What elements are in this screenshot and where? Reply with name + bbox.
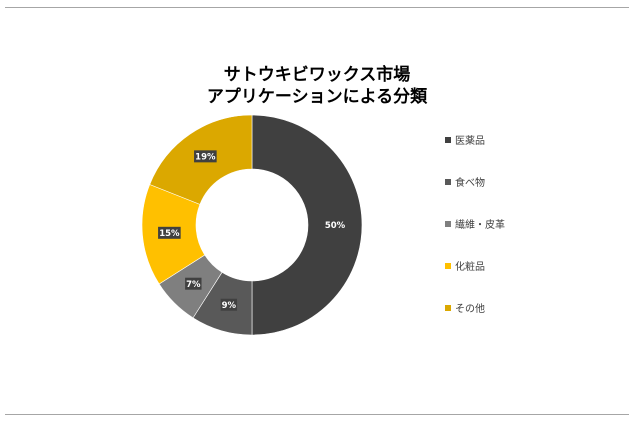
legend-swatch [445,220,451,227]
data-label: 19% [194,150,217,163]
legend-item-pharma: 医薬品 [445,132,485,147]
data-label-background [185,277,202,290]
data-label-background [220,298,238,311]
bottom-divider [5,414,629,415]
legend-swatch [445,262,451,269]
data-label-text: 7% [186,280,201,290]
data-label-background [323,219,347,231]
data-label: 15% [158,226,181,239]
legend-item-food: 食べ物 [445,174,485,189]
chart-title-line-1: サトウキビワックス市場 [223,65,411,85]
legend-label: 繊維・皮革 [455,220,505,231]
data-label-background [158,226,181,239]
slice-pharma [251,114,363,336]
data-label: 9% [220,298,238,311]
data-label-text: 15% [159,229,180,239]
legend-swatch [445,136,451,143]
legend-swatch [445,304,451,311]
data-label: 7% [185,277,202,290]
data-label-text: 50% [325,221,346,231]
legend-item-other: その他 [445,300,485,315]
data-label-text: 19% [195,153,216,163]
legend-item-textile: 繊維・皮革 [445,216,505,231]
legend-label: その他 [455,304,485,315]
data-label-text: 9% [222,301,237,311]
data-label-background [194,150,217,163]
legend-label: 医薬品 [455,136,485,147]
chart-title: サトウキビワックス市場 アプリケーションによる分類 [0,64,634,108]
legend-item-cosmetics: 化粧品 [445,258,485,273]
legend-label: 食べ物 [455,178,485,189]
legend-label: 化粧品 [455,262,485,273]
data-label: 50% [323,219,347,231]
top-divider [5,7,629,8]
legend-swatch [445,178,451,185]
chart-title-line-2: アプリケーションによる分類 [206,87,428,107]
